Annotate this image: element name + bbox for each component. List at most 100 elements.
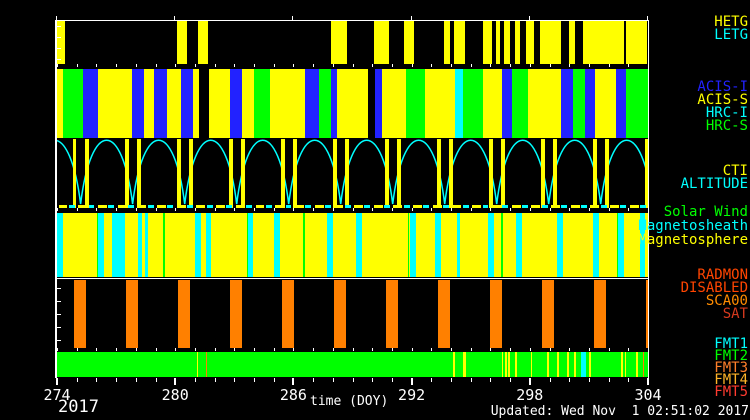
x-tick-label: 280 xyxy=(161,386,189,404)
band-grating-schedule xyxy=(57,21,648,64)
minor-tick xyxy=(234,64,236,67)
right-label-fmt5: FMT5 xyxy=(714,384,748,400)
cti-mark xyxy=(333,139,337,208)
x-tick-label: 274 xyxy=(43,386,71,404)
segment xyxy=(582,21,625,64)
minor-tick xyxy=(313,348,315,351)
baseline-dash xyxy=(344,205,351,208)
segment xyxy=(561,69,574,138)
minor-tick xyxy=(313,64,315,67)
minor-tick xyxy=(293,208,295,211)
minor-tick xyxy=(529,348,531,351)
minor-tick xyxy=(411,64,413,67)
cti-mark xyxy=(229,139,233,208)
baseline-dash xyxy=(482,205,489,208)
baseline-dash xyxy=(541,205,548,208)
segment xyxy=(112,213,125,277)
segment xyxy=(547,352,549,377)
right-label-disabled: DISABLED xyxy=(680,280,748,296)
y-tick xyxy=(57,59,61,60)
minor-tick xyxy=(352,378,354,382)
segment xyxy=(57,213,64,277)
top-tick xyxy=(410,16,412,20)
baseline-dash xyxy=(226,205,233,208)
cti-mark xyxy=(136,139,141,208)
cti-mark xyxy=(500,139,505,208)
baseline-dash xyxy=(610,205,620,208)
segment xyxy=(621,352,623,377)
major-tick xyxy=(647,378,649,385)
minor-tick xyxy=(628,64,630,67)
band-divider-line xyxy=(57,278,648,279)
y-tick xyxy=(57,340,61,341)
segment xyxy=(482,69,503,138)
updated-timestamp: Updated: Wed Nov 1 02:51:02 2017 xyxy=(490,404,749,419)
major-tick xyxy=(174,378,177,385)
minor-tick xyxy=(411,348,413,351)
year-label: 2017 xyxy=(58,397,99,417)
cti-mark xyxy=(292,139,297,208)
segment xyxy=(453,352,455,377)
baseline-dash xyxy=(462,205,469,208)
segment xyxy=(573,69,585,138)
plot-top-border xyxy=(57,20,648,21)
segment xyxy=(82,69,99,138)
baseline-dash xyxy=(216,205,226,208)
minor-tick xyxy=(608,64,610,67)
cti-mark xyxy=(385,139,389,208)
band-orbit-altitude xyxy=(57,139,648,208)
cti-mark xyxy=(177,139,181,208)
segment xyxy=(74,280,86,348)
y-tick xyxy=(57,288,61,289)
minor-tick xyxy=(155,208,157,211)
baseline-dash xyxy=(206,205,213,208)
segment xyxy=(502,69,513,138)
minor-tick xyxy=(569,208,571,211)
baseline-dash xyxy=(196,205,206,208)
minor-tick xyxy=(116,378,118,382)
segment xyxy=(196,352,199,377)
minor-tick xyxy=(254,348,255,351)
minor-tick xyxy=(569,64,571,67)
top-tick xyxy=(647,16,648,20)
baseline-dash xyxy=(255,205,265,208)
segment xyxy=(144,213,148,277)
right-label-acis-s: ACIS-S xyxy=(697,92,748,108)
segment xyxy=(557,213,564,277)
baseline-dash xyxy=(403,205,410,208)
minor-tick xyxy=(313,378,315,382)
segment xyxy=(57,69,63,138)
segment xyxy=(181,69,193,138)
segment xyxy=(425,69,455,138)
segment xyxy=(408,213,410,277)
segment xyxy=(501,213,503,277)
segment xyxy=(205,213,211,277)
segment xyxy=(525,21,534,64)
cti-mark xyxy=(281,139,285,208)
minor-tick xyxy=(352,348,354,351)
segment xyxy=(246,213,248,277)
segment xyxy=(98,213,105,277)
minor-tick xyxy=(431,348,433,351)
cti-mark xyxy=(541,139,545,208)
minor-tick xyxy=(470,208,472,211)
cti-mark xyxy=(73,139,77,208)
minor-tick xyxy=(293,64,295,67)
minor-tick xyxy=(372,348,374,351)
baseline-dash xyxy=(275,205,285,208)
baseline-dash xyxy=(305,205,312,208)
cti-mark xyxy=(188,139,193,208)
segment xyxy=(131,69,144,138)
baseline-dash xyxy=(78,205,88,208)
minor-tick xyxy=(431,378,433,382)
segment xyxy=(616,213,619,277)
minor-tick xyxy=(352,208,354,211)
segment xyxy=(508,352,510,377)
segment xyxy=(463,352,466,377)
minor-tick xyxy=(135,348,137,351)
right-label-solar-wind: Solar Wind xyxy=(663,204,748,220)
segment xyxy=(374,21,389,64)
minor-tick xyxy=(175,208,177,211)
baseline-dash xyxy=(187,205,193,208)
minor-tick xyxy=(96,348,98,351)
